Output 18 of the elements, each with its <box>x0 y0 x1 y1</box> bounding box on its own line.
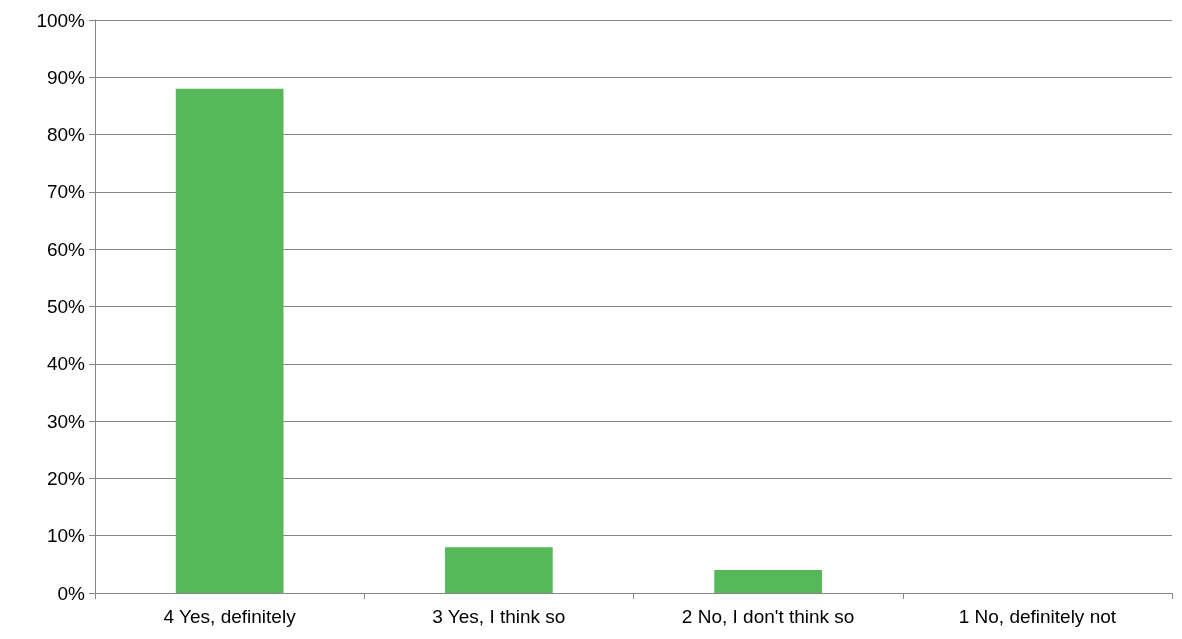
y-tick-label: 40% <box>46 353 86 375</box>
x-tick-label: 4 Yes, definitely <box>163 606 297 627</box>
x-tick-label: 1 No, definitely not <box>958 606 1117 627</box>
y-tick-label: 20% <box>46 467 86 489</box>
bar <box>445 547 553 593</box>
y-tick-label: 10% <box>46 525 86 547</box>
y-tick-label: 50% <box>46 296 86 317</box>
y-tick-label: 90% <box>46 66 86 88</box>
y-tick-label: 70% <box>46 181 86 203</box>
y-tick-label: 30% <box>46 410 86 432</box>
y-tick-label: 0% <box>57 582 86 604</box>
y-tick-label: 100% <box>36 9 86 31</box>
x-tick-label: 2 No, I don't think so <box>681 606 855 627</box>
bar <box>175 88 284 593</box>
y-tick-label: 80% <box>46 124 86 146</box>
x-tick-label: 3 Yes, I think so <box>432 606 566 627</box>
bar <box>714 570 822 593</box>
y-tick-label: 60% <box>46 238 86 260</box>
